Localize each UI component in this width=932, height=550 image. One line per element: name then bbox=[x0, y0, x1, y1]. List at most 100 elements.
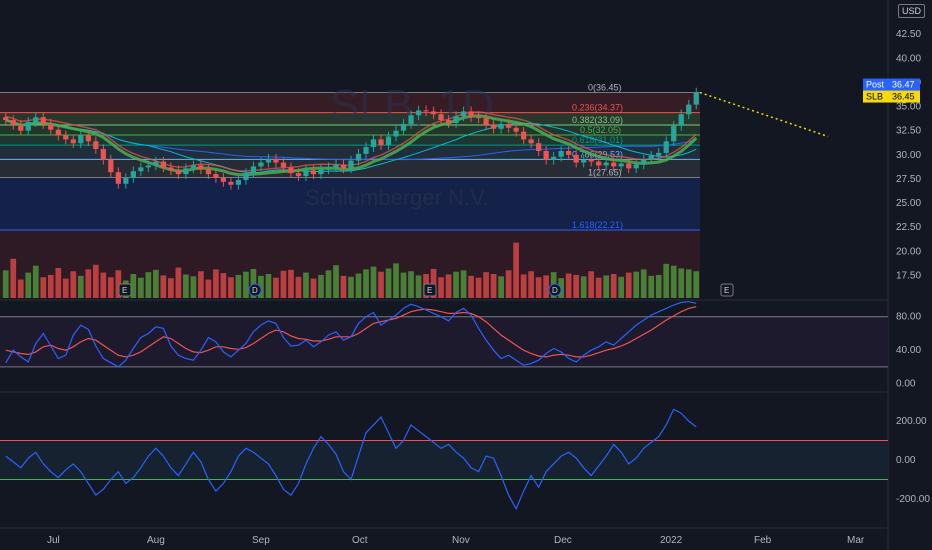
candle-body bbox=[641, 159, 647, 165]
candle-body bbox=[115, 172, 121, 184]
volume-bar bbox=[393, 263, 399, 298]
price-tick-label: 35.00 bbox=[896, 102, 921, 113]
volume-bar bbox=[670, 265, 677, 298]
volume-bar bbox=[385, 268, 392, 298]
volume-bar bbox=[625, 272, 632, 298]
candle-body bbox=[400, 123, 407, 131]
volume-bar bbox=[220, 273, 227, 298]
candle-body bbox=[108, 159, 114, 173]
volume-bar bbox=[543, 275, 549, 298]
candle-body bbox=[490, 124, 497, 129]
cci-tick-label: 200.00 bbox=[896, 416, 927, 427]
fib-zone bbox=[0, 92, 700, 113]
candle-body bbox=[220, 178, 227, 182]
candle-body bbox=[348, 160, 354, 169]
candle-body bbox=[303, 170, 309, 177]
rsi-tick-label: 40.00 bbox=[896, 345, 921, 356]
volume-bar bbox=[505, 270, 512, 298]
volume-bar bbox=[100, 272, 107, 298]
time-tick-label: Dec bbox=[554, 535, 572, 546]
volume-bar bbox=[228, 277, 234, 298]
volume-bar bbox=[490, 274, 497, 298]
candle-body bbox=[295, 173, 302, 177]
candle-body bbox=[273, 158, 279, 163]
price-badge-name-bg bbox=[863, 90, 888, 103]
candle-body bbox=[138, 167, 144, 172]
volume-bar bbox=[130, 274, 137, 298]
volume-bar bbox=[400, 272, 407, 298]
candle-body bbox=[626, 163, 632, 169]
candle-body bbox=[48, 123, 54, 130]
volume-bar bbox=[62, 278, 69, 298]
candle-body bbox=[243, 173, 249, 180]
volume-bar bbox=[243, 271, 249, 298]
volume-bar bbox=[40, 277, 47, 298]
volume-bar bbox=[183, 274, 189, 298]
candle-body bbox=[190, 165, 197, 169]
time-tick-label: Aug bbox=[147, 535, 165, 546]
candle-body bbox=[265, 158, 272, 163]
candle-body bbox=[228, 181, 234, 185]
candle-body bbox=[453, 116, 459, 123]
volume-bar bbox=[498, 276, 504, 298]
candle-body bbox=[10, 120, 16, 125]
volume-bar bbox=[618, 276, 625, 298]
time-tick-label: 2022 bbox=[660, 535, 683, 546]
fib-label: 0.382(33.09) bbox=[572, 115, 623, 125]
volume-bar bbox=[235, 274, 242, 298]
candle-body bbox=[363, 147, 369, 154]
volume-bar bbox=[603, 275, 610, 298]
currency-badge: USD bbox=[898, 4, 926, 18]
price-tick-label: 20.00 bbox=[896, 246, 921, 257]
volume-bar bbox=[273, 277, 279, 298]
volume-bar bbox=[348, 276, 354, 298]
volume-bar bbox=[460, 270, 467, 298]
candle-body bbox=[678, 114, 684, 126]
volume-bar bbox=[475, 277, 482, 298]
candle-body bbox=[78, 135, 84, 144]
candle-body bbox=[430, 111, 437, 115]
fib-zone bbox=[0, 112, 700, 125]
candle-body bbox=[551, 156, 557, 160]
candle-body bbox=[385, 136, 392, 146]
volume-bar bbox=[137, 277, 144, 298]
fib-label: 0.236(34.37) bbox=[572, 103, 623, 113]
volume-bar bbox=[47, 274, 54, 298]
candle-body bbox=[340, 164, 347, 169]
volume-bar bbox=[205, 279, 212, 298]
price-badge-value: 36.47 bbox=[892, 80, 915, 90]
candle-body bbox=[40, 117, 46, 124]
candle-body bbox=[596, 161, 602, 166]
volume-bar bbox=[655, 274, 662, 298]
candle-body bbox=[280, 162, 287, 168]
candle-body bbox=[588, 159, 594, 162]
price-badge-value-bg bbox=[888, 90, 920, 103]
volume-bar bbox=[168, 278, 174, 298]
candle-body bbox=[235, 179, 242, 185]
candle-body bbox=[415, 110, 422, 116]
volume-bar bbox=[573, 274, 580, 298]
volume-bar bbox=[288, 269, 294, 298]
candle-body bbox=[408, 115, 414, 124]
volume-bar bbox=[325, 270, 332, 298]
volume-bar bbox=[648, 275, 655, 298]
volume-bar bbox=[633, 271, 640, 298]
candle-body bbox=[145, 165, 151, 168]
volume-bar bbox=[595, 277, 602, 298]
event-tag-label: E bbox=[427, 286, 432, 295]
candle-body bbox=[393, 130, 399, 137]
volume-bar bbox=[295, 276, 302, 298]
price-badge-name-bg bbox=[863, 78, 888, 91]
volume-bar bbox=[213, 269, 219, 298]
candle-body bbox=[633, 164, 639, 169]
volume-bar bbox=[77, 275, 84, 298]
volume-bar bbox=[438, 277, 444, 298]
candle-body bbox=[475, 117, 482, 119]
candle-body bbox=[581, 159, 587, 163]
volume-bar bbox=[363, 269, 369, 298]
event-tag bbox=[423, 283, 437, 297]
candle-body bbox=[603, 162, 609, 166]
volume-bar bbox=[55, 268, 62, 298]
volume-bar bbox=[663, 263, 670, 298]
